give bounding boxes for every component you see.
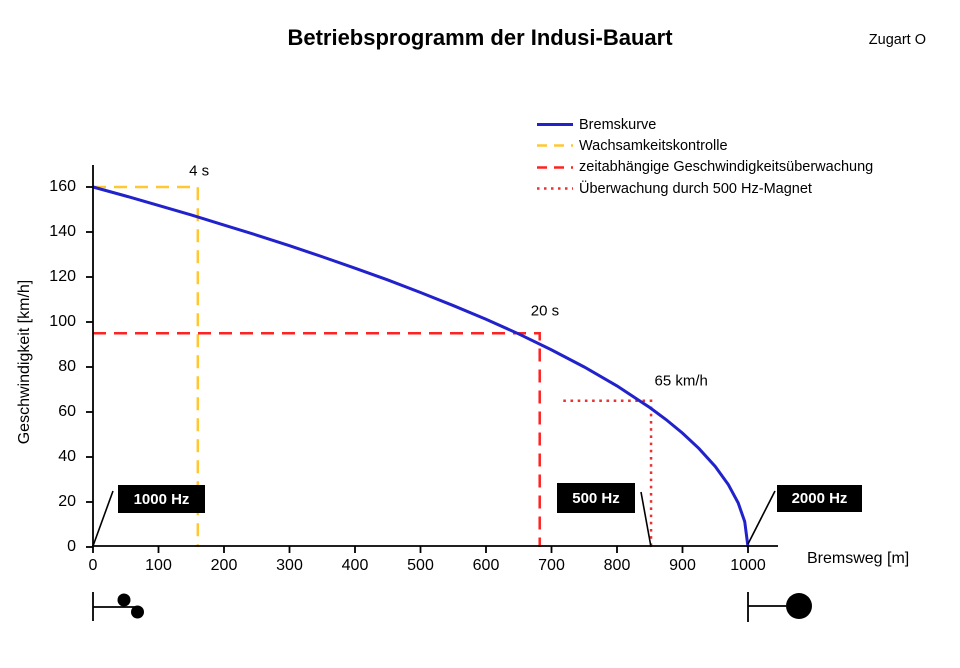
- annotation-label: 4 s: [189, 162, 210, 180]
- legend-line-swatch-icon: [537, 165, 573, 169]
- legend-item: Bremskurve: [536, 114, 873, 135]
- callout-1000-hz: 1000 Hz: [118, 485, 205, 513]
- x-tick-label: 800: [603, 557, 631, 574]
- x-tick-label: 1000: [730, 557, 766, 574]
- legend-line-swatch-icon: [537, 123, 573, 127]
- track-magnet-1000hz-icon: [92, 592, 144, 621]
- x-tick-label: 400: [341, 557, 369, 574]
- x-tick-label: 600: [472, 557, 500, 574]
- y-tick-label: 140: [49, 223, 76, 240]
- x-tick-label: 500: [407, 557, 434, 574]
- callout-pointer-line: [92, 490, 114, 547]
- callout-500-hz: 500 Hz: [557, 483, 635, 513]
- series-line-0: [92, 185, 750, 548]
- y-tick-label: 80: [58, 358, 76, 375]
- series-line-1: [93, 185, 200, 547]
- y-tick-label: 100: [49, 313, 76, 330]
- y-tick-label: 60: [58, 403, 76, 420]
- legend-item-label: Wachsamkeitskontrolle: [579, 137, 728, 154]
- series-line-2: [93, 332, 541, 547]
- x-tick-label: 0: [88, 557, 98, 574]
- callout-2000-hz: 2000 Hz: [777, 485, 862, 512]
- y-tick-label: 20: [58, 493, 76, 510]
- legend-item: zeitabhängige Geschwindigkeitsüberwachun…: [536, 157, 873, 178]
- legend-item-label: zeitabhängige Geschwindigkeitsüberwachun…: [579, 159, 874, 176]
- magnet-dot: [131, 605, 144, 619]
- magnet-dot: [786, 593, 812, 619]
- legend-line-swatch-icon: [537, 187, 573, 190]
- x-tick-label: 100: [145, 557, 172, 574]
- track-magnet-2000hz-icon: [747, 592, 812, 622]
- annotation-label: 65 km/h: [654, 372, 708, 389]
- annotation-label: 20 s: [530, 302, 560, 320]
- series-line-3: [563, 399, 653, 547]
- x-tick-label: 700: [538, 557, 565, 574]
- x-tick-label: 200: [210, 557, 238, 574]
- legend-item-label: Überwachung durch 500 Hz-Magnet: [579, 180, 812, 197]
- page-title: Betriebsprogramm der Indusi-Bauart: [287, 25, 673, 50]
- legend-line-swatch-icon: [537, 144, 573, 148]
- y-tick-label: 120: [49, 268, 76, 285]
- callout-pointer-line: [747, 490, 776, 545]
- y-axis-label: Geschwindigkeit [km/h]: [16, 279, 33, 445]
- magnet-dot: [117, 593, 131, 607]
- legend-item: Überwachung durch 500 Hz-Magnet: [536, 178, 873, 199]
- train-class-label: Zugart O: [868, 32, 926, 48]
- y-tick-label: 160: [49, 178, 76, 195]
- x-tick-label: 900: [669, 557, 696, 574]
- x-tick-label: 300: [276, 557, 303, 574]
- x-axis-label: Bremsweg [m]: [807, 550, 910, 567]
- y-tick-label: 40: [58, 448, 76, 465]
- legend-item: Wachsamkeitskontrolle: [536, 135, 873, 156]
- y-tick-label: 0: [67, 538, 76, 555]
- legend: Bremskurve Wachsamkeitskontrolle zeitabhän…: [536, 114, 873, 199]
- callout-pointer-line: [640, 491, 652, 548]
- legend-item-label: Bremskurve: [579, 116, 657, 133]
